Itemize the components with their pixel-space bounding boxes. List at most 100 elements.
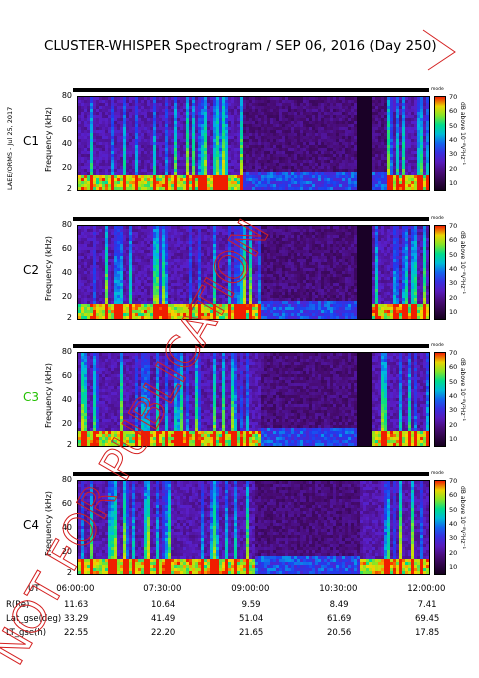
ephemeris-value: 69.45	[415, 614, 440, 624]
mode-bar	[73, 88, 429, 92]
y-axis-label: Frequency (kHz)	[44, 491, 53, 556]
spectrogram-c4	[77, 480, 430, 575]
y-tick-label: 20	[61, 291, 72, 301]
spectrogram-c1	[77, 96, 430, 191]
spectrogram-image	[78, 353, 429, 446]
colorbar-tick-label: 20	[449, 164, 458, 173]
colorbar-tick-label: 70	[449, 222, 458, 230]
ephemeris-value: 20.56	[327, 628, 352, 638]
spectrogram-c2	[77, 225, 430, 320]
colorbar	[434, 225, 446, 320]
ephemeris-value: 21.65	[239, 628, 264, 638]
x-axis-ticks: UT 06:00:00 07:30:00 09:00:00 10:30:00 12:00:…	[0, 584, 479, 597]
spectrogram-image	[78, 97, 429, 190]
ephemeris-value: 61.69	[327, 614, 352, 624]
colorbar-tick-label: 20	[449, 293, 458, 302]
colorbar-tick-label: 10	[449, 179, 458, 187]
y-axis-label: Frequency (kHz)	[44, 107, 53, 172]
y-tick-label: 80	[61, 91, 72, 100]
colorbar-tick-label: 40	[449, 265, 458, 273]
colorbar-tick-label: 30	[449, 150, 458, 159]
x-tick-label: 09:00:00	[231, 584, 270, 594]
x-tick-label: 06:00:00	[56, 584, 95, 594]
y-tick-label: 2	[66, 184, 72, 193]
colorbar-tick-label: 70	[449, 93, 458, 101]
mode-label: mode	[431, 471, 444, 476]
colorbar-tick-label: 40	[449, 392, 458, 400]
y-tick-label: 60	[61, 243, 72, 253]
colorbar-tick-label: 50	[449, 250, 458, 259]
mode-bar	[73, 344, 429, 348]
colorbar-tick-label: 40	[449, 520, 458, 528]
panel-c1: C1 Frequency (kHz) 80 60 40 20 2 70 60 50 40 30 20 10…	[0, 84, 479, 204]
colorbar-tick-label: 10	[449, 308, 458, 316]
colorbar	[434, 480, 446, 575]
ephemeris-value: 17.85	[415, 628, 440, 638]
x-tick-label: 10:30:00	[319, 584, 358, 594]
colorbar-tick-label: 60	[449, 491, 458, 500]
spectrogram-image	[78, 226, 429, 319]
x-tick-label: 07:30:00	[143, 584, 182, 594]
colorbar-tick-label: 30	[449, 279, 458, 288]
y-tick-label: 20	[61, 418, 72, 428]
colorbar-tick-label: 50	[449, 377, 458, 386]
colorbar-tick-label: 50	[449, 505, 458, 514]
y-tick-label: 60	[61, 498, 72, 508]
y-tick-label: 80	[61, 220, 72, 229]
spacecraft-label: C1	[23, 134, 40, 148]
ephemeris-value: 9.59	[241, 600, 261, 610]
ephemeris-value: 22.20	[151, 628, 176, 638]
panel-c3: C3 Frequency (kHz) 80 60 40 20 2 70 60 50 40 30 20 10…	[0, 340, 479, 460]
x-tick-label: 12:00:00	[407, 584, 446, 594]
colorbar	[434, 96, 446, 191]
colorbar-tick-label: 30	[449, 406, 458, 415]
y-tick-label: 80	[61, 475, 72, 484]
y-axis-label: Frequency (kHz)	[44, 236, 53, 301]
ephemeris-value: 41.49	[151, 614, 176, 624]
colorbar-tick-label: 50	[449, 121, 458, 130]
ephemeris-name: LT_gse(h)	[6, 628, 47, 638]
y-tick-label: 2	[66, 313, 72, 322]
ephemeris-row: LT_gse(h) 22.55 22.20 21.65 20.56 17.85	[0, 628, 479, 641]
y-tick-label: 40	[61, 522, 72, 532]
y-tick-label: 2	[66, 568, 72, 577]
colorbar-tick-label: 70	[449, 477, 458, 485]
colorbar-label: dB above 10⁻⁸V²Hz⁻¹	[459, 102, 466, 166]
colorbar-tick-label: 60	[449, 107, 458, 116]
colorbar-tick-label: 40	[449, 136, 458, 144]
colorbar-tick-label: 20	[449, 548, 458, 557]
ephemeris-value: 10.64	[151, 600, 176, 610]
ephemeris-value: 8.49	[329, 600, 349, 610]
colorbar-tick-label: 70	[449, 349, 458, 357]
spacecraft-label: C4	[23, 518, 40, 532]
ephemeris-value: 51.04	[239, 614, 264, 624]
spacecraft-label: C3	[23, 390, 40, 404]
y-tick-label: 2	[66, 440, 72, 449]
colorbar	[434, 352, 446, 447]
colorbar-label: dB above 10⁻⁸V²Hz⁻¹	[459, 231, 466, 295]
y-tick-label: 60	[61, 370, 72, 380]
spectrogram-c3	[77, 352, 430, 447]
colorbar-tick-label: 10	[449, 563, 458, 571]
y-tick-label: 80	[61, 347, 72, 356]
ephemeris-name: UT	[28, 584, 40, 594]
spectrogram-image	[78, 481, 429, 574]
colorbar-tick-label: 10	[449, 435, 458, 443]
ephemeris-value: 22.55	[64, 628, 89, 638]
y-tick-label: 20	[61, 546, 72, 556]
y-tick-label: 20	[61, 162, 72, 172]
chart-title: CLUSTER-WHISPER Spectrogram / SEP 06, 20…	[44, 38, 437, 54]
ephemeris-name: Lat_gse(deg)	[6, 614, 62, 624]
y-tick-label: 40	[61, 138, 72, 148]
mode-bar	[73, 472, 429, 476]
mode-bar	[73, 217, 429, 221]
ephemeris-value: 33.29	[64, 614, 89, 624]
y-tick-label: 40	[61, 394, 72, 404]
y-tick-label: 60	[61, 114, 72, 124]
y-axis-label: Frequency (kHz)	[44, 363, 53, 428]
panel-c4: C4 Frequency (kHz) 80 60 40 20 2 70 60 50 40 30 20 10…	[0, 468, 479, 588]
colorbar-label: dB above 10⁻⁸V²Hz⁻¹	[459, 486, 466, 550]
colorbar-tick-label: 60	[449, 363, 458, 372]
colorbar-tick-label: 30	[449, 534, 458, 543]
ephemeris-value: 11.63	[64, 600, 89, 610]
